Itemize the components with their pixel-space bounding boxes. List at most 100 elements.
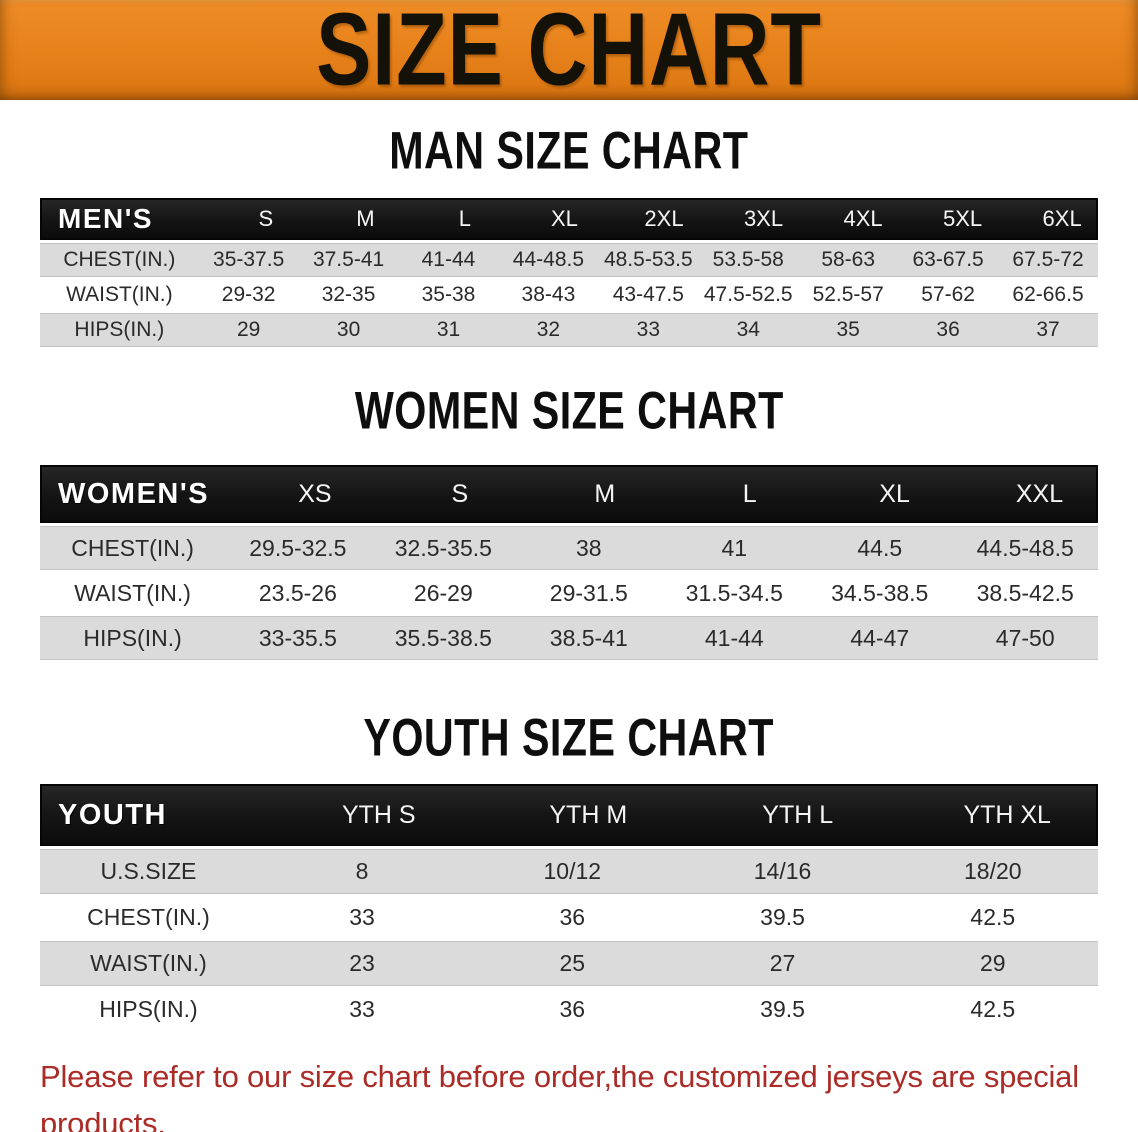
table-row: CHEST(IN.) 29.5-32.5 32.5-35.5 38 41 44.… bbox=[40, 526, 1098, 570]
cell: 29-32 bbox=[221, 283, 276, 306]
cell: 57-62 bbox=[921, 283, 975, 306]
cell: 48.5-53.5 bbox=[603, 248, 693, 271]
cell: 41-44 bbox=[704, 624, 764, 651]
table-row: U.S.SIZE 8 10/12 14/16 18/20 bbox=[40, 849, 1098, 894]
column-header: YTH XL bbox=[963, 800, 1051, 829]
row-label: CHEST(IN.) bbox=[87, 904, 210, 930]
table-row: WAIST(IN.) 23 25 27 29 bbox=[40, 941, 1098, 986]
order-policy-note-line1: Please refer to our size chart before or… bbox=[40, 1059, 1079, 1132]
cell: 41-44 bbox=[421, 248, 476, 271]
cell: 32 bbox=[536, 318, 561, 341]
cell: 39.5 bbox=[760, 996, 805, 1022]
youth-section-heading: YOUTH SIZE CHART bbox=[0, 708, 1138, 770]
cell: 30 bbox=[336, 318, 361, 341]
column-header: YTH M bbox=[549, 800, 628, 829]
cell: 18/20 bbox=[964, 858, 1022, 884]
column-header: 3XL bbox=[743, 206, 784, 231]
cell: 38 bbox=[576, 534, 602, 561]
women-section-heading: WOMEN SIZE CHART bbox=[0, 381, 1138, 443]
youth-heading-text: YOUTH SIZE CHART bbox=[363, 709, 775, 768]
cell: 8 bbox=[355, 858, 369, 884]
women-size-table: WOMEN'S XS S M L XL XXL CHEST(IN.) 29.5-… bbox=[40, 465, 1098, 660]
table-row: CHEST(IN.) 33 36 39.5 42.5 bbox=[40, 896, 1098, 939]
row-label: CHEST(IN.) bbox=[71, 534, 194, 561]
cell: 62-66.5 bbox=[1012, 283, 1084, 306]
column-header: YTH S bbox=[341, 800, 416, 829]
men-section-heading: MAN SIZE CHART bbox=[0, 122, 1138, 182]
column-header: 2XL bbox=[644, 206, 684, 231]
youth-size-table: YOUTH YTH S YTH M YTH L YTH XL U.S.SIZE … bbox=[40, 784, 1098, 1031]
row-label: HIPS(IN.) bbox=[83, 624, 182, 651]
cell: 44.5 bbox=[857, 534, 903, 561]
column-header: YTH L bbox=[762, 800, 834, 829]
column-header: S bbox=[258, 206, 274, 231]
cell: 29.5-32.5 bbox=[249, 534, 347, 561]
cell: 35-37.5 bbox=[213, 248, 285, 271]
table-row: HIPS(IN.) 33-35.5 35.5-38.5 38.5-41 41-4… bbox=[40, 616, 1098, 660]
row-label: U.S.SIZE bbox=[100, 858, 197, 884]
cell: 38.5-42.5 bbox=[976, 579, 1074, 606]
column-header: XL bbox=[879, 479, 910, 508]
men-table-title: MEN'S bbox=[58, 203, 154, 234]
table-row: CHEST(IN.) 35-37.5 37.5-41 41-44 44-48.5… bbox=[40, 243, 1098, 277]
cell: 35 bbox=[836, 318, 860, 341]
cell: 32-35 bbox=[321, 283, 376, 306]
cell: 58-63 bbox=[821, 248, 876, 271]
cell: 42.5 bbox=[970, 904, 1016, 930]
cell: 67.5-72 bbox=[1012, 248, 1084, 271]
row-label: WAIST(IN.) bbox=[74, 579, 191, 606]
youth-table-header-row: YOUTH YTH S YTH M YTH L YTH XL bbox=[40, 784, 1098, 846]
men-table-header-row: MEN'S S M L XL 2XL 3XL 4XL 5XL 6XL bbox=[40, 198, 1098, 240]
cell: 26-29 bbox=[413, 579, 473, 606]
table-row: WAIST(IN.) 23.5-26 26-29 29-31.5 31.5-34… bbox=[40, 572, 1098, 614]
cell: 44-47 bbox=[850, 624, 910, 651]
cell: 33 bbox=[349, 904, 375, 930]
column-header: 5XL bbox=[943, 206, 983, 231]
youth-table-title: YOUTH bbox=[58, 798, 167, 831]
row-label: HIPS(IN.) bbox=[99, 996, 198, 1022]
women-table-title: WOMEN'S bbox=[58, 477, 210, 510]
row-label: HIPS(IN.) bbox=[74, 318, 165, 341]
women-table-header-row: WOMEN'S XS S M L XL XXL bbox=[40, 465, 1098, 523]
column-header: 4XL bbox=[843, 206, 883, 231]
cell: 33 bbox=[349, 996, 375, 1022]
cell: 38.5-41 bbox=[549, 624, 628, 651]
order-policy-note: Please refer to our size chart before or… bbox=[40, 1053, 1108, 1132]
cell: 29 bbox=[980, 950, 1006, 976]
column-header: M bbox=[594, 479, 616, 508]
table-row: WAIST(IN.) 29-32 32-35 35-38 38-43 43-47… bbox=[40, 279, 1098, 311]
cell: 29-31.5 bbox=[549, 579, 628, 606]
cell: 35-38 bbox=[421, 283, 476, 306]
cell: 37.5-41 bbox=[312, 248, 385, 271]
cell: 34 bbox=[736, 318, 760, 341]
banner-title: SIZE CHART bbox=[316, 0, 822, 107]
men-size-table: MEN'S S M L XL 2XL 3XL 4XL 5XL 6XL CHEST… bbox=[40, 198, 1098, 347]
column-header: S bbox=[451, 479, 469, 508]
cell: 36 bbox=[936, 318, 960, 341]
cell: 36 bbox=[559, 996, 586, 1022]
cell: 35.5-38.5 bbox=[394, 624, 492, 651]
cell: 33 bbox=[636, 318, 661, 341]
column-header: XL bbox=[550, 206, 578, 231]
cell: 27 bbox=[769, 950, 796, 976]
cell: 42.5 bbox=[970, 996, 1016, 1022]
cell: 52.5-57 bbox=[812, 283, 884, 306]
cell: 14/16 bbox=[753, 858, 812, 884]
cell: 38-43 bbox=[521, 283, 576, 306]
cell: 63-67.5 bbox=[912, 248, 984, 271]
banner: SIZE CHART bbox=[0, 0, 1138, 107]
cell: 47-50 bbox=[995, 624, 1055, 651]
row-label: WAIST(IN.) bbox=[90, 950, 207, 976]
table-row: HIPS(IN.) 29 30 31 32 33 34 35 36 37 bbox=[40, 313, 1098, 347]
cell: 47.5-52.5 bbox=[703, 283, 793, 306]
column-header: L bbox=[458, 206, 472, 231]
table-row: HIPS(IN.) 33 36 39.5 42.5 bbox=[40, 988, 1098, 1031]
cell: 25 bbox=[559, 950, 586, 976]
cell: 10/12 bbox=[543, 858, 602, 884]
cell: 44.5-48.5 bbox=[976, 534, 1074, 561]
cell: 39.5 bbox=[760, 904, 805, 930]
row-label: WAIST(IN.) bbox=[66, 283, 173, 306]
cell: 33-35.5 bbox=[258, 624, 337, 651]
cell: 23.5-26 bbox=[258, 579, 337, 606]
